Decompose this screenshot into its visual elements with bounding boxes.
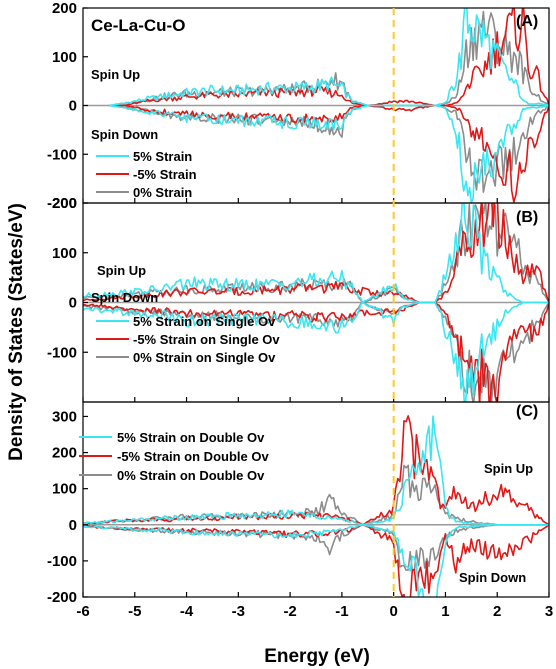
panel-a: -200 -100 0 100 200 xyxy=(47,0,550,212)
y-tick-label: 0 xyxy=(69,517,77,534)
x-axis-label: Energy (eV) xyxy=(264,646,370,667)
panel-a-label: (A) xyxy=(516,13,538,30)
y-tick-label: 100 xyxy=(52,245,77,262)
panel-a-spin-down: Spin Down xyxy=(91,127,158,142)
y-tick-label: 300 xyxy=(52,408,77,425)
y-tick-label: -200 xyxy=(47,195,77,212)
legend-entry: -5% Strain on Double Ov xyxy=(117,449,269,464)
panel-a-legend: 5% Strain -5% Strain 0% Strain xyxy=(96,149,197,200)
panels: -200-1000100200-1000100200-200-100010020… xyxy=(47,0,553,620)
panel-b-label: (B) xyxy=(516,209,538,226)
series-plus5-spin-up xyxy=(83,415,549,526)
series-plus5-spin-down xyxy=(83,301,549,402)
series-plus5-spin-up xyxy=(83,203,549,304)
panel-c-legend: 5% Strain on Double Ov -5% Strain on Dou… xyxy=(79,430,269,483)
legend-entry: -5% Strain xyxy=(133,167,197,182)
y-tick-label: -100 xyxy=(47,553,77,570)
y-tick-label: 0 xyxy=(69,98,77,115)
x-tick-label: -5 xyxy=(128,603,141,620)
panel-a-title: Ce-La-Cu-O xyxy=(91,16,185,35)
series-zero-spin-down xyxy=(83,524,549,572)
y-axis-label: Density of States (States/eV) xyxy=(6,203,27,461)
legend-entry: -5% Strain on Single Ov xyxy=(133,332,280,347)
series-minus5-spin-up xyxy=(83,203,549,304)
y-tick-label: 200 xyxy=(52,0,77,17)
y-tick-label: 200 xyxy=(52,445,77,462)
y-tick-label: -200 xyxy=(47,589,77,606)
series-plus5-spin-up xyxy=(108,8,549,107)
x-tick-label: 1 xyxy=(441,603,449,620)
series-minus5-spin-down xyxy=(83,301,549,402)
legend-entry: 5% Strain xyxy=(133,149,192,164)
plot-frame xyxy=(82,401,550,598)
panel-b-spin-down: Spin Down xyxy=(91,290,158,305)
y-tick-label: -100 xyxy=(47,344,77,361)
x-tick-label: -4 xyxy=(180,603,194,620)
y-tick-label: 100 xyxy=(52,481,77,498)
x-tick-label: 2 xyxy=(493,603,501,620)
series-zero-spin-up xyxy=(108,10,549,107)
panel-b-legend: 5% Strain on Single Ov -5% Strain on Sin… xyxy=(96,314,280,365)
x-tick-label: 0 xyxy=(389,603,397,620)
x-tick-label: 3 xyxy=(545,603,553,620)
panel-b-spin-up: Spin Up xyxy=(97,263,146,278)
panel-b: -100 0 100 200 xyxy=(47,195,550,403)
legend-entry: 0% Strain on Single Ov xyxy=(133,350,276,365)
legend-entry: 0% Strain on Double Ov xyxy=(117,468,265,483)
x-tick-label: -3 xyxy=(232,603,245,620)
series-minus5-spin-down xyxy=(108,104,549,203)
x-tick-label: -1 xyxy=(335,603,348,620)
series-minus5-spin-up xyxy=(108,8,549,107)
panel-c-label: (C) xyxy=(516,403,538,420)
panel-c: -200 -100 0 100 200 300 -6 -5 -4 -3 -2 -1 0 1 2 3 xyxy=(47,401,553,620)
x-tick-label: -2 xyxy=(283,603,296,620)
panel-a-spin-up: Spin Up xyxy=(91,67,140,82)
legend-entry: 0% Strain xyxy=(133,185,192,200)
series-plus5-spin-down xyxy=(83,524,549,597)
panel-c-spin-up: Spin Up xyxy=(484,461,533,476)
y-tick-label: 200 xyxy=(52,195,77,212)
panel-c-spin-down: Spin Down xyxy=(459,570,526,585)
x-tick-label: -6 xyxy=(76,603,89,620)
y-tick-label: 0 xyxy=(69,295,77,312)
legend-entry: 5% Strain on Single Ov xyxy=(133,314,276,329)
series-plus5-spin-down xyxy=(108,104,549,203)
y-tick-label: 100 xyxy=(52,49,77,66)
legend-entry: 5% Strain on Double Ov xyxy=(117,430,265,445)
y-tick-label: -100 xyxy=(47,146,77,163)
